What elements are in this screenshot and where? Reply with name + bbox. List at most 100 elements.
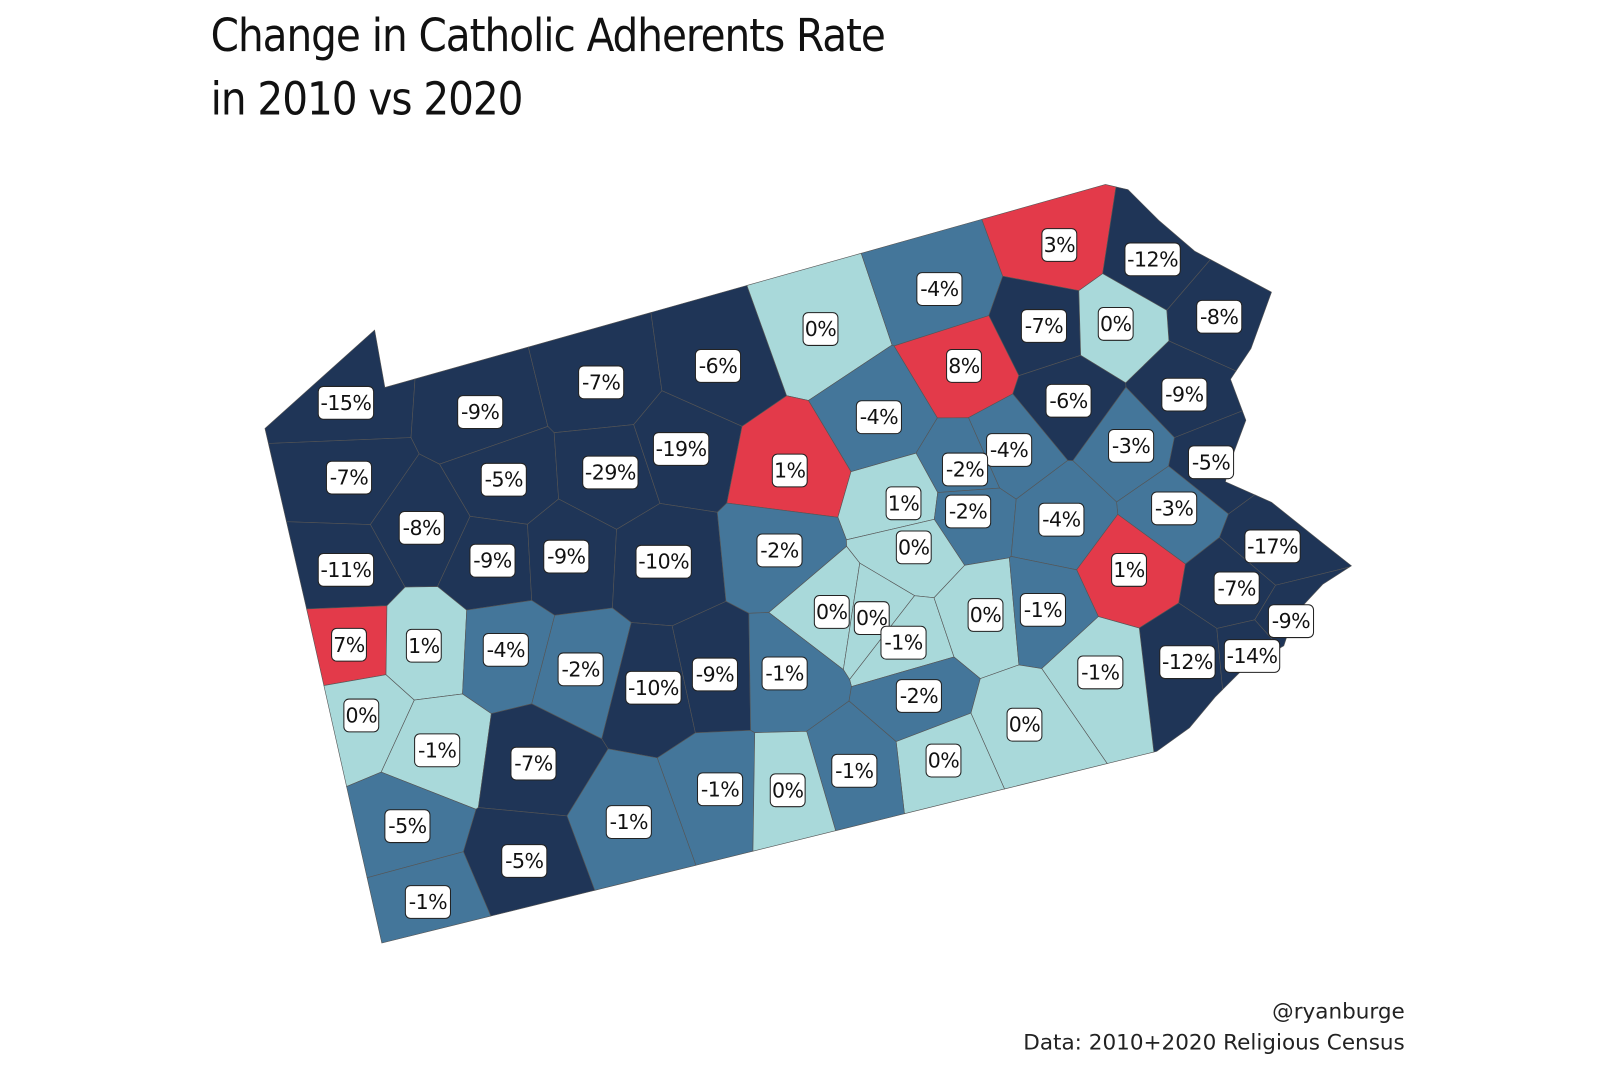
value-label: -2% xyxy=(760,538,798,562)
label-box xyxy=(482,632,529,667)
value-label: -4% xyxy=(990,438,1028,462)
label-box xyxy=(1223,639,1281,673)
value-label: -8% xyxy=(403,516,441,540)
label-box xyxy=(694,349,742,383)
value-label: -4% xyxy=(1042,508,1080,532)
value-label: -7% xyxy=(1025,314,1063,338)
value-label: -1% xyxy=(1024,598,1062,622)
label-box xyxy=(1213,571,1260,606)
value-label: -7% xyxy=(582,370,620,394)
value-label: 0% xyxy=(1100,312,1132,336)
label-box xyxy=(1038,502,1085,537)
label-box xyxy=(480,462,527,497)
label-box xyxy=(557,652,604,687)
label-box xyxy=(946,349,982,383)
label-box xyxy=(510,746,557,781)
label-box xyxy=(1045,383,1092,418)
value-label: 8% xyxy=(948,354,980,378)
label-box xyxy=(1196,299,1243,334)
value-label: -14% xyxy=(1227,644,1278,668)
label-box xyxy=(398,510,445,545)
label-box xyxy=(1019,592,1066,627)
value-label: -3% xyxy=(1112,434,1150,458)
label-box xyxy=(1077,655,1124,690)
value-label: 1% xyxy=(888,491,920,515)
label-box xyxy=(578,365,625,400)
label-box xyxy=(384,809,431,844)
value-label: -9% xyxy=(473,549,511,573)
label-box xyxy=(405,628,442,663)
label-box xyxy=(652,432,710,466)
value-label: -1% xyxy=(1081,660,1119,684)
value-label: -11% xyxy=(320,558,371,582)
value-label: -19% xyxy=(656,437,707,461)
label-box xyxy=(605,805,652,839)
value-label: -1% xyxy=(835,759,873,783)
label-box xyxy=(925,743,962,778)
value-label: -17% xyxy=(1247,534,1298,558)
value-label: -6% xyxy=(699,354,737,378)
label-box xyxy=(756,533,803,568)
value-label: 0% xyxy=(772,778,804,802)
label-box xyxy=(331,627,367,662)
value-label: -9% xyxy=(1165,383,1203,407)
label-box xyxy=(802,312,839,346)
title: in 2010 vs 2020 xyxy=(211,73,523,126)
value-label: 0% xyxy=(805,317,837,341)
labels: -15% -9% -7% -6% 0% -4% 3% -12% -8% -7% 0% 8% -9% -6%… xyxy=(317,228,1315,919)
label-box xyxy=(945,494,992,529)
value-label: -6% xyxy=(1049,389,1087,413)
label-box xyxy=(317,385,375,420)
value-label: -9% xyxy=(547,545,585,569)
label-box xyxy=(1006,707,1043,742)
label-box xyxy=(404,885,451,919)
value-label: 1% xyxy=(774,459,806,483)
title: Change in Catholic Adherents Rate xyxy=(211,9,885,62)
label-box xyxy=(1244,529,1301,564)
value-label: -5% xyxy=(1192,450,1230,474)
label-box xyxy=(885,486,922,521)
label-box xyxy=(582,455,639,490)
label-box xyxy=(691,657,738,692)
label-box xyxy=(1267,604,1315,639)
value-label: -8% xyxy=(1200,305,1238,329)
credit: Data: 2010+2020 Religious Census xyxy=(1023,1030,1404,1055)
label-box xyxy=(457,395,504,429)
label-box xyxy=(343,698,380,733)
label-box xyxy=(880,625,927,660)
value-label: -2% xyxy=(900,684,938,708)
label-box xyxy=(771,453,808,488)
value-label: 0% xyxy=(816,600,848,624)
label-box xyxy=(967,598,1004,632)
value-label: -9% xyxy=(696,662,734,686)
label-box xyxy=(855,400,902,435)
value-label: -12% xyxy=(1162,650,1213,674)
value-label: -10% xyxy=(638,550,689,574)
label-box xyxy=(1151,491,1198,526)
value-label: 1% xyxy=(1113,558,1145,582)
value-label: 0% xyxy=(970,603,1002,627)
value-label: -1% xyxy=(701,777,739,801)
label-box xyxy=(1020,309,1068,343)
label-box xyxy=(986,433,1033,467)
value-label: -3% xyxy=(1155,496,1193,520)
label-box xyxy=(543,539,590,574)
value-label: -1% xyxy=(884,631,922,655)
value-label: -1% xyxy=(765,661,803,685)
label-box xyxy=(895,530,932,565)
value-label: -4% xyxy=(860,405,898,429)
label-box xyxy=(501,844,548,878)
label-box xyxy=(1041,228,1078,262)
label-box xyxy=(414,733,461,768)
value-label: -7% xyxy=(514,752,552,776)
label-box xyxy=(317,552,375,587)
value-label: -1% xyxy=(418,738,456,762)
value-label: 0% xyxy=(1009,713,1041,737)
value-label: -15% xyxy=(320,391,371,415)
label-box xyxy=(469,543,516,578)
value-label: 3% xyxy=(1044,233,1076,257)
value-label: -1% xyxy=(610,810,648,834)
label-box xyxy=(831,753,878,788)
label-box xyxy=(1097,306,1134,341)
